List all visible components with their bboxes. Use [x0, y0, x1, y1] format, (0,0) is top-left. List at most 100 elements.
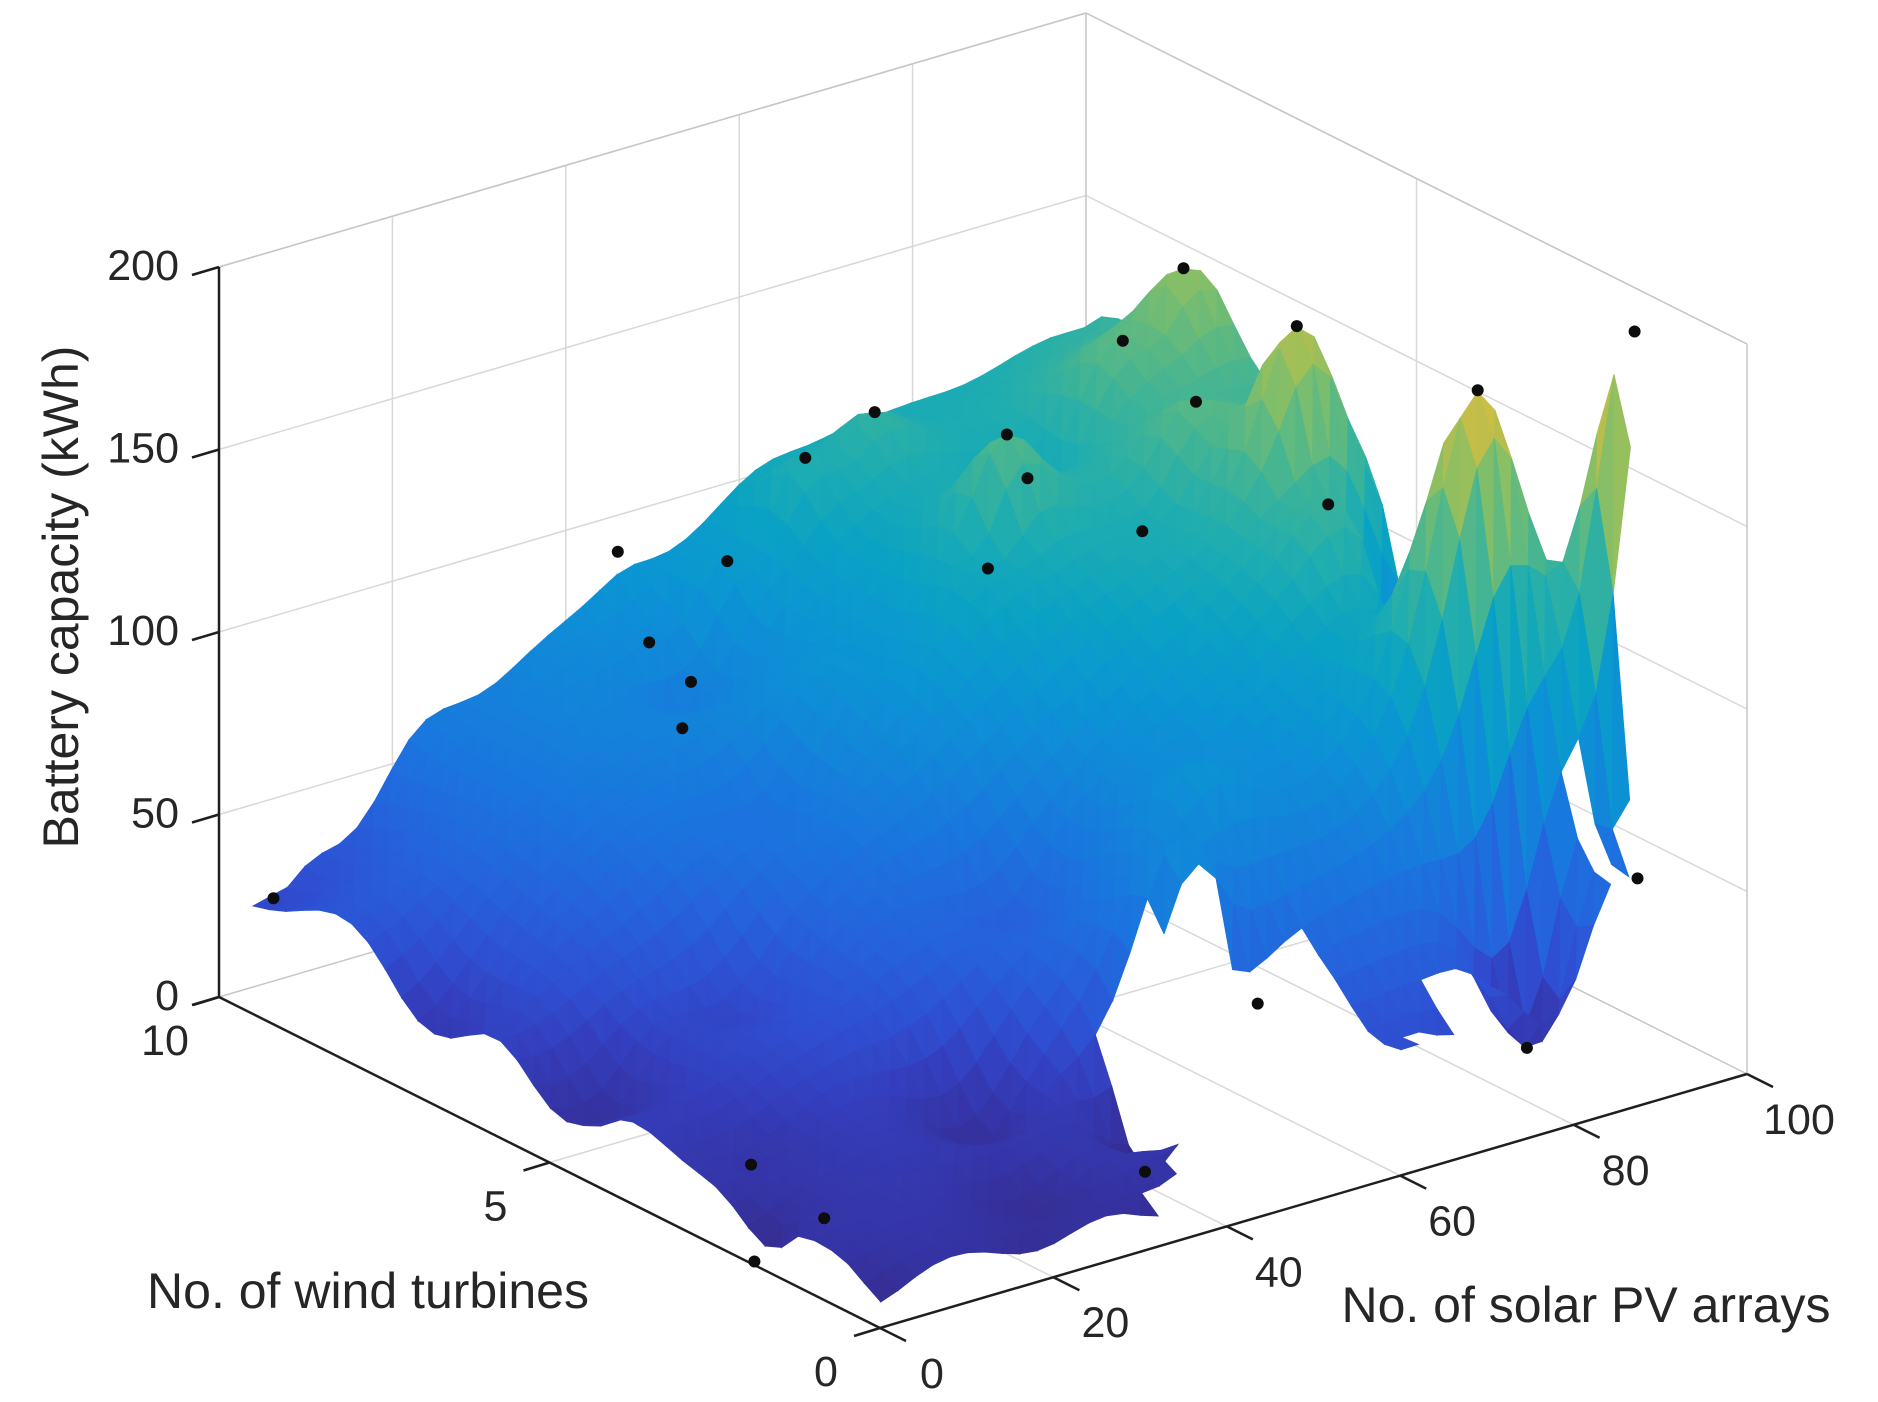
data-point — [1471, 384, 1484, 397]
surface-facet — [1488, 985, 1509, 997]
z-tick-label: 0 — [155, 972, 179, 1020]
surface-facet — [1088, 1207, 1108, 1224]
surface-facet — [665, 1143, 684, 1162]
surface-facet — [1400, 1036, 1420, 1051]
x-tick-label: 5 — [484, 1183, 508, 1231]
surface-facet — [356, 800, 375, 830]
surface-facet — [1612, 374, 1631, 595]
surface-facet — [1284, 894, 1303, 943]
surface-facet — [1036, 1227, 1055, 1252]
surface-facet — [932, 1244, 951, 1266]
surface-facet — [373, 769, 392, 806]
z-tick-label: 100 — [107, 607, 179, 655]
surface-facet — [949, 1240, 969, 1258]
grid-line — [1085, 194, 1748, 528]
grid-line — [879, 1326, 907, 1343]
data-point — [981, 562, 994, 575]
grid-line — [1399, 1174, 1427, 1190]
surface-facet — [1083, 315, 1103, 329]
data-point — [868, 406, 881, 419]
surface-facet — [1560, 648, 1579, 773]
surface-facet — [681, 1158, 701, 1175]
grid-line — [218, 194, 1087, 451]
surface-facet — [1019, 1233, 1038, 1255]
surface-facet — [533, 1084, 552, 1110]
data-point — [685, 675, 697, 688]
scatter-points — [267, 262, 1644, 1268]
surface-facet — [1249, 910, 1268, 973]
data-point — [676, 722, 689, 735]
surface-facet — [754, 458, 774, 471]
data-point — [1631, 872, 1644, 885]
surface-facet — [897, 1261, 917, 1292]
surface-facet — [1163, 853, 1182, 935]
data-point — [1290, 320, 1303, 333]
y-tick-label: 60 — [1428, 1198, 1476, 1246]
surface-facet — [1053, 1221, 1073, 1245]
grid-line — [523, 1161, 550, 1172]
x-tick-label: 0 — [814, 1348, 838, 1396]
surface-facet — [1266, 904, 1285, 959]
grid-line — [1085, 12, 1748, 345]
grid-line — [191, 448, 220, 459]
surface-facet — [1140, 1191, 1160, 1217]
surface-facet — [1611, 828, 1630, 879]
surface-facet — [698, 1170, 717, 1188]
y-tick-label: 20 — [1081, 1299, 1129, 1347]
surface-mesh — [251, 267, 1631, 1304]
data-point — [1251, 997, 1264, 1010]
data-point — [1322, 498, 1335, 511]
surface-facet — [1095, 969, 1114, 1035]
surface-facet — [1523, 1011, 1542, 1049]
grid-line — [1746, 1072, 1774, 1089]
surface-facet — [1575, 925, 1594, 979]
z-tick-label: 150 — [107, 425, 179, 473]
surface-facet — [1001, 1236, 1021, 1255]
surface-facet — [1199, 269, 1219, 291]
surface-facet — [1455, 950, 1474, 976]
data-point — [643, 636, 656, 649]
z-tick-label: 50 — [131, 790, 179, 838]
surface-facet — [1131, 290, 1151, 325]
y-tick-label: 100 — [1763, 1096, 1835, 1144]
grid-line — [218, 12, 1087, 268]
surface-facet — [1558, 978, 1577, 1015]
z-tick-label: 200 — [107, 242, 179, 290]
grid-line — [1052, 1276, 1080, 1292]
surface-facet — [772, 451, 791, 461]
surface-facet — [1232, 903, 1251, 973]
surface-facet — [915, 1251, 934, 1278]
surface-facet — [1436, 1008, 1455, 1036]
surface-facet — [549, 1107, 569, 1123]
data-point — [721, 555, 734, 568]
axis-rulers-ticks — [191, 265, 1774, 1343]
x-axis-label: No. of wind turbines — [147, 1263, 589, 1319]
grid-line — [879, 1072, 1748, 1330]
z-axis-label: Battery capacity (kWh) — [33, 346, 89, 849]
grid-line — [191, 265, 220, 277]
surface-facet — [984, 1237, 1004, 1254]
data-point — [1520, 1041, 1533, 1054]
y-tick-label: 40 — [1255, 1248, 1303, 1296]
grid-line — [1573, 1123, 1601, 1139]
surface-facet — [1198, 843, 1217, 879]
y-axis-label: No. of solar PV arrays — [1341, 1277, 1830, 1333]
surface-facet — [720, 484, 739, 507]
surface-facet — [1401, 1014, 1420, 1038]
y-tick-label: 0 — [920, 1350, 944, 1398]
surface-facet — [880, 1271, 899, 1303]
data-point — [1021, 472, 1034, 485]
surface-facet — [1216, 290, 1235, 328]
surface-facet — [1112, 932, 1131, 1001]
data-point — [799, 451, 812, 464]
data-point — [748, 1255, 761, 1268]
surface-facet — [1593, 871, 1612, 927]
grid-line — [191, 630, 220, 642]
surface-facet — [737, 469, 757, 486]
data-point — [1116, 334, 1129, 347]
data-point — [745, 1158, 758, 1171]
data-point — [1628, 325, 1641, 338]
